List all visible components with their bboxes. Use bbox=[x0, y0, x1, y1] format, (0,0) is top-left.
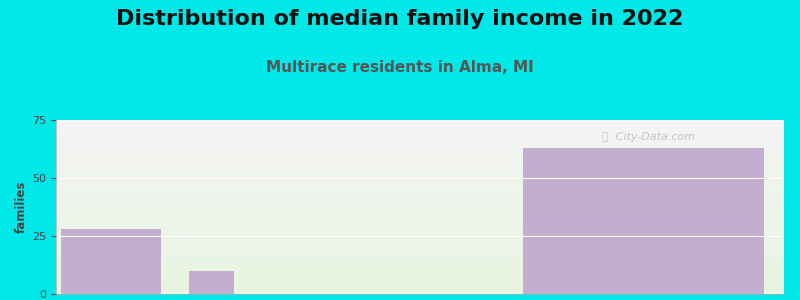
Bar bbox=[523, 148, 764, 294]
Text: ⓘ  City-Data.com: ⓘ City-Data.com bbox=[602, 132, 695, 142]
Bar bbox=[189, 271, 234, 294]
Text: Multirace residents in Alma, MI: Multirace residents in Alma, MI bbox=[266, 60, 534, 75]
Bar bbox=[61, 229, 162, 294]
Y-axis label: families: families bbox=[15, 181, 28, 233]
Text: Distribution of median family income in 2022: Distribution of median family income in … bbox=[116, 9, 684, 29]
